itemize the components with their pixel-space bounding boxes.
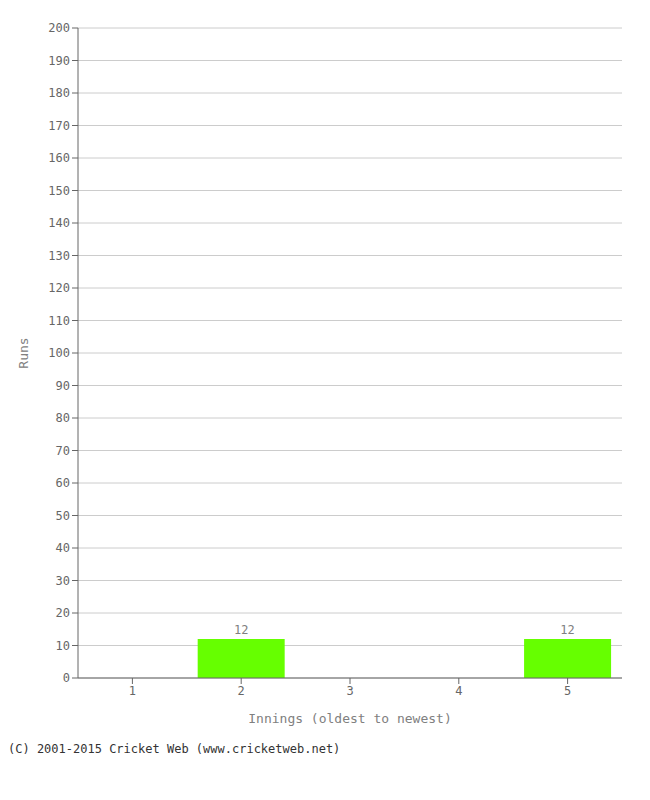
- svg-text:90: 90: [56, 379, 70, 393]
- svg-text:190: 190: [48, 54, 70, 68]
- svg-text:0: 0: [63, 671, 70, 685]
- svg-text:Runs: Runs: [16, 337, 31, 368]
- svg-text:12: 12: [234, 623, 248, 637]
- svg-text:Innings (oldest to newest): Innings (oldest to newest): [248, 711, 452, 726]
- svg-text:180: 180: [48, 86, 70, 100]
- svg-text:40: 40: [56, 541, 70, 555]
- svg-text:150: 150: [48, 184, 70, 198]
- svg-text:1: 1: [129, 684, 136, 698]
- svg-text:2: 2: [238, 684, 245, 698]
- svg-text:30: 30: [56, 574, 70, 588]
- svg-text:100: 100: [48, 346, 70, 360]
- svg-text:130: 130: [48, 249, 70, 263]
- svg-text:10: 10: [56, 639, 70, 653]
- svg-text:200: 200: [48, 21, 70, 35]
- svg-text:5: 5: [564, 684, 571, 698]
- svg-text:170: 170: [48, 119, 70, 133]
- svg-text:20: 20: [56, 606, 70, 620]
- svg-text:140: 140: [48, 216, 70, 230]
- svg-text:50: 50: [56, 509, 70, 523]
- svg-text:110: 110: [48, 314, 70, 328]
- svg-text:70: 70: [56, 444, 70, 458]
- svg-text:3: 3: [346, 684, 353, 698]
- svg-text:80: 80: [56, 411, 70, 425]
- svg-text:60: 60: [56, 476, 70, 490]
- svg-text:4: 4: [455, 684, 462, 698]
- html-text:(C) 2001-2015 Cricket Web (www: (C) 2001-2015 Cricket Web (www.cricketwe…: [8, 742, 341, 756]
- svg-text:12: 12: [560, 623, 574, 637]
- svg-text:160: 160: [48, 151, 70, 165]
- svg-text:120: 120: [48, 281, 70, 295]
